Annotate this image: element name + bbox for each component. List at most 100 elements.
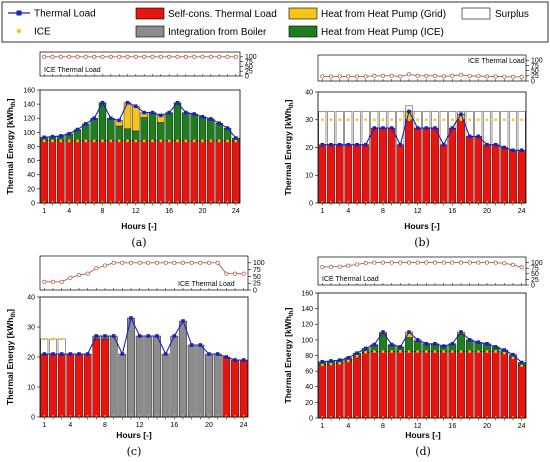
bar-self-cons-h13 [422,351,431,419]
thermal-load-point-h18 [467,134,472,139]
ice-load-point-23 [225,54,230,59]
xtick-label-0: 1 [42,208,46,215]
ice-base-point-h9 [390,201,393,203]
ice-base-point-h9 [112,415,115,417]
bar-self-cons-h16 [448,127,457,204]
ice-load-point-4 [346,74,351,79]
ice-base-point-h16 [451,416,454,418]
ice-load-point-21 [493,260,498,265]
ice-load-point-11 [125,54,130,59]
bar-self-cons-h23 [223,140,232,204]
ice-load-point-20 [484,74,490,79]
thermal-load-point-h14 [433,341,437,346]
bar-self-cons-h15 [157,140,165,204]
ice-load-point-12 [415,260,420,265]
ice-load-point-6 [83,54,88,59]
ice-load-point-6 [85,271,90,276]
ice-load-point-15 [163,260,168,265]
ice-point-h17 [459,118,463,122]
ice-load-point-24 [519,265,524,270]
ice-load-point-7 [94,266,99,271]
ice-base-point-h16 [168,201,171,203]
bar-self-cons-h4 [344,360,353,419]
bar-self-cons-h9 [107,140,115,204]
ice-point-h1 [42,139,46,143]
bar-self-cons-h8 [101,338,109,418]
ice-base-point-h1 [321,416,324,418]
thermal-load-point-h4 [346,142,351,147]
ice-base-point-h22 [503,416,506,418]
ytick-label-0: 0 [309,415,313,422]
ice-load-point-14 [432,260,438,265]
ice-base-point-h8 [382,201,384,203]
thermal-load-point-h8 [100,100,105,105]
ice-base-point-h2 [330,416,332,418]
bar-surplus-h1 [40,338,49,355]
y-axis-label: Thermal Energy [kWhth] [5,98,17,194]
thermal-load-point-h12 [415,126,420,130]
xtick-label-6: 24 [232,208,240,215]
bar-self-cons-h3 [335,144,344,204]
bar-self-cons-h8 [379,351,387,419]
thermal-load-point-h16 [172,334,177,338]
ice-point-h6 [364,350,368,354]
ice-ytick-label-1: 25 [253,281,261,288]
thermal-load-point-h5 [75,127,80,132]
ice-base-point-h23 [512,201,514,203]
bar-self-cons-h14 [431,127,439,204]
legend-item-ice: ICE [16,27,51,38]
bar-boiler-h10 [118,353,127,418]
bar-self-cons-h11 [405,351,413,419]
bar-self-cons-h20 [483,144,491,204]
x-axis-label: Hours [-] [116,430,152,440]
bar-hp-ice-h15 [157,122,165,142]
ice-base-point-h16 [451,201,454,203]
bar-surplus-h18 [465,111,474,137]
legend-item-self-cons: Self-cons. Thermal Load [135,7,277,20]
ice-base-point-h6 [364,201,367,203]
ice-base-point-h14 [434,416,436,418]
ice-point-h3 [60,337,64,341]
bar-hp-ice-h22 [215,122,223,142]
ytick-label-3: 30 [305,117,313,124]
thermal-load-point-h19 [198,343,203,347]
ice-base-point-h23 [226,201,229,203]
legend-label-hp-ice: Heat from Heat Pump (ICE) [321,27,444,38]
xtick-label-0: 1 [42,422,46,429]
ice-point-h12 [416,350,420,353]
bar-hp-ice-h17 [457,334,465,352]
ice-base-point-h5 [356,416,358,418]
ice-base-point-h19 [199,415,202,417]
ice-base-point-h24 [242,415,245,417]
ice-load-point-22 [217,54,222,59]
ice-load-point-17 [180,260,186,265]
ice-point-h23 [226,139,229,143]
ice-base-point-h4 [68,201,71,203]
xtick-label-1: 4 [346,423,350,430]
ice-point-h11 [126,139,129,143]
bar-self-cons-h24 [517,150,526,204]
ice-base-point-h17 [176,201,179,203]
thermal-load-point-h23 [511,352,515,357]
ice-load-point-22 [502,261,507,266]
thermal-load-point-h2 [329,359,333,363]
ytick-label-7: 140 [301,306,313,313]
ice-load-point-21 [493,74,498,79]
ice-point-h5 [355,354,359,358]
thermal-load-point-h14 [433,126,437,130]
thermal-load-point-h11 [125,100,130,105]
ice-load-point-2 [50,279,56,284]
thermal-load-point-h11 [407,109,411,114]
thermal-energy-subplot: 0 10 20 30 40 1 4 8 12 16 20 24 Hours [-] Thermal Ene… [283,89,527,231]
ice-point-h11 [407,350,411,353]
bar-hp-ice-h11 [123,128,132,142]
ice-subplot-frame [39,255,249,291]
bar-boiler-h14 [153,335,161,418]
ice-base-point-h5 [76,201,79,203]
ice-load-point-2 [50,54,55,59]
ice-base-point-h9 [390,416,393,418]
ice-load-point-1 [42,54,47,59]
thermal-load-point-h4 [68,352,73,356]
ice-load-point-9 [111,260,116,265]
